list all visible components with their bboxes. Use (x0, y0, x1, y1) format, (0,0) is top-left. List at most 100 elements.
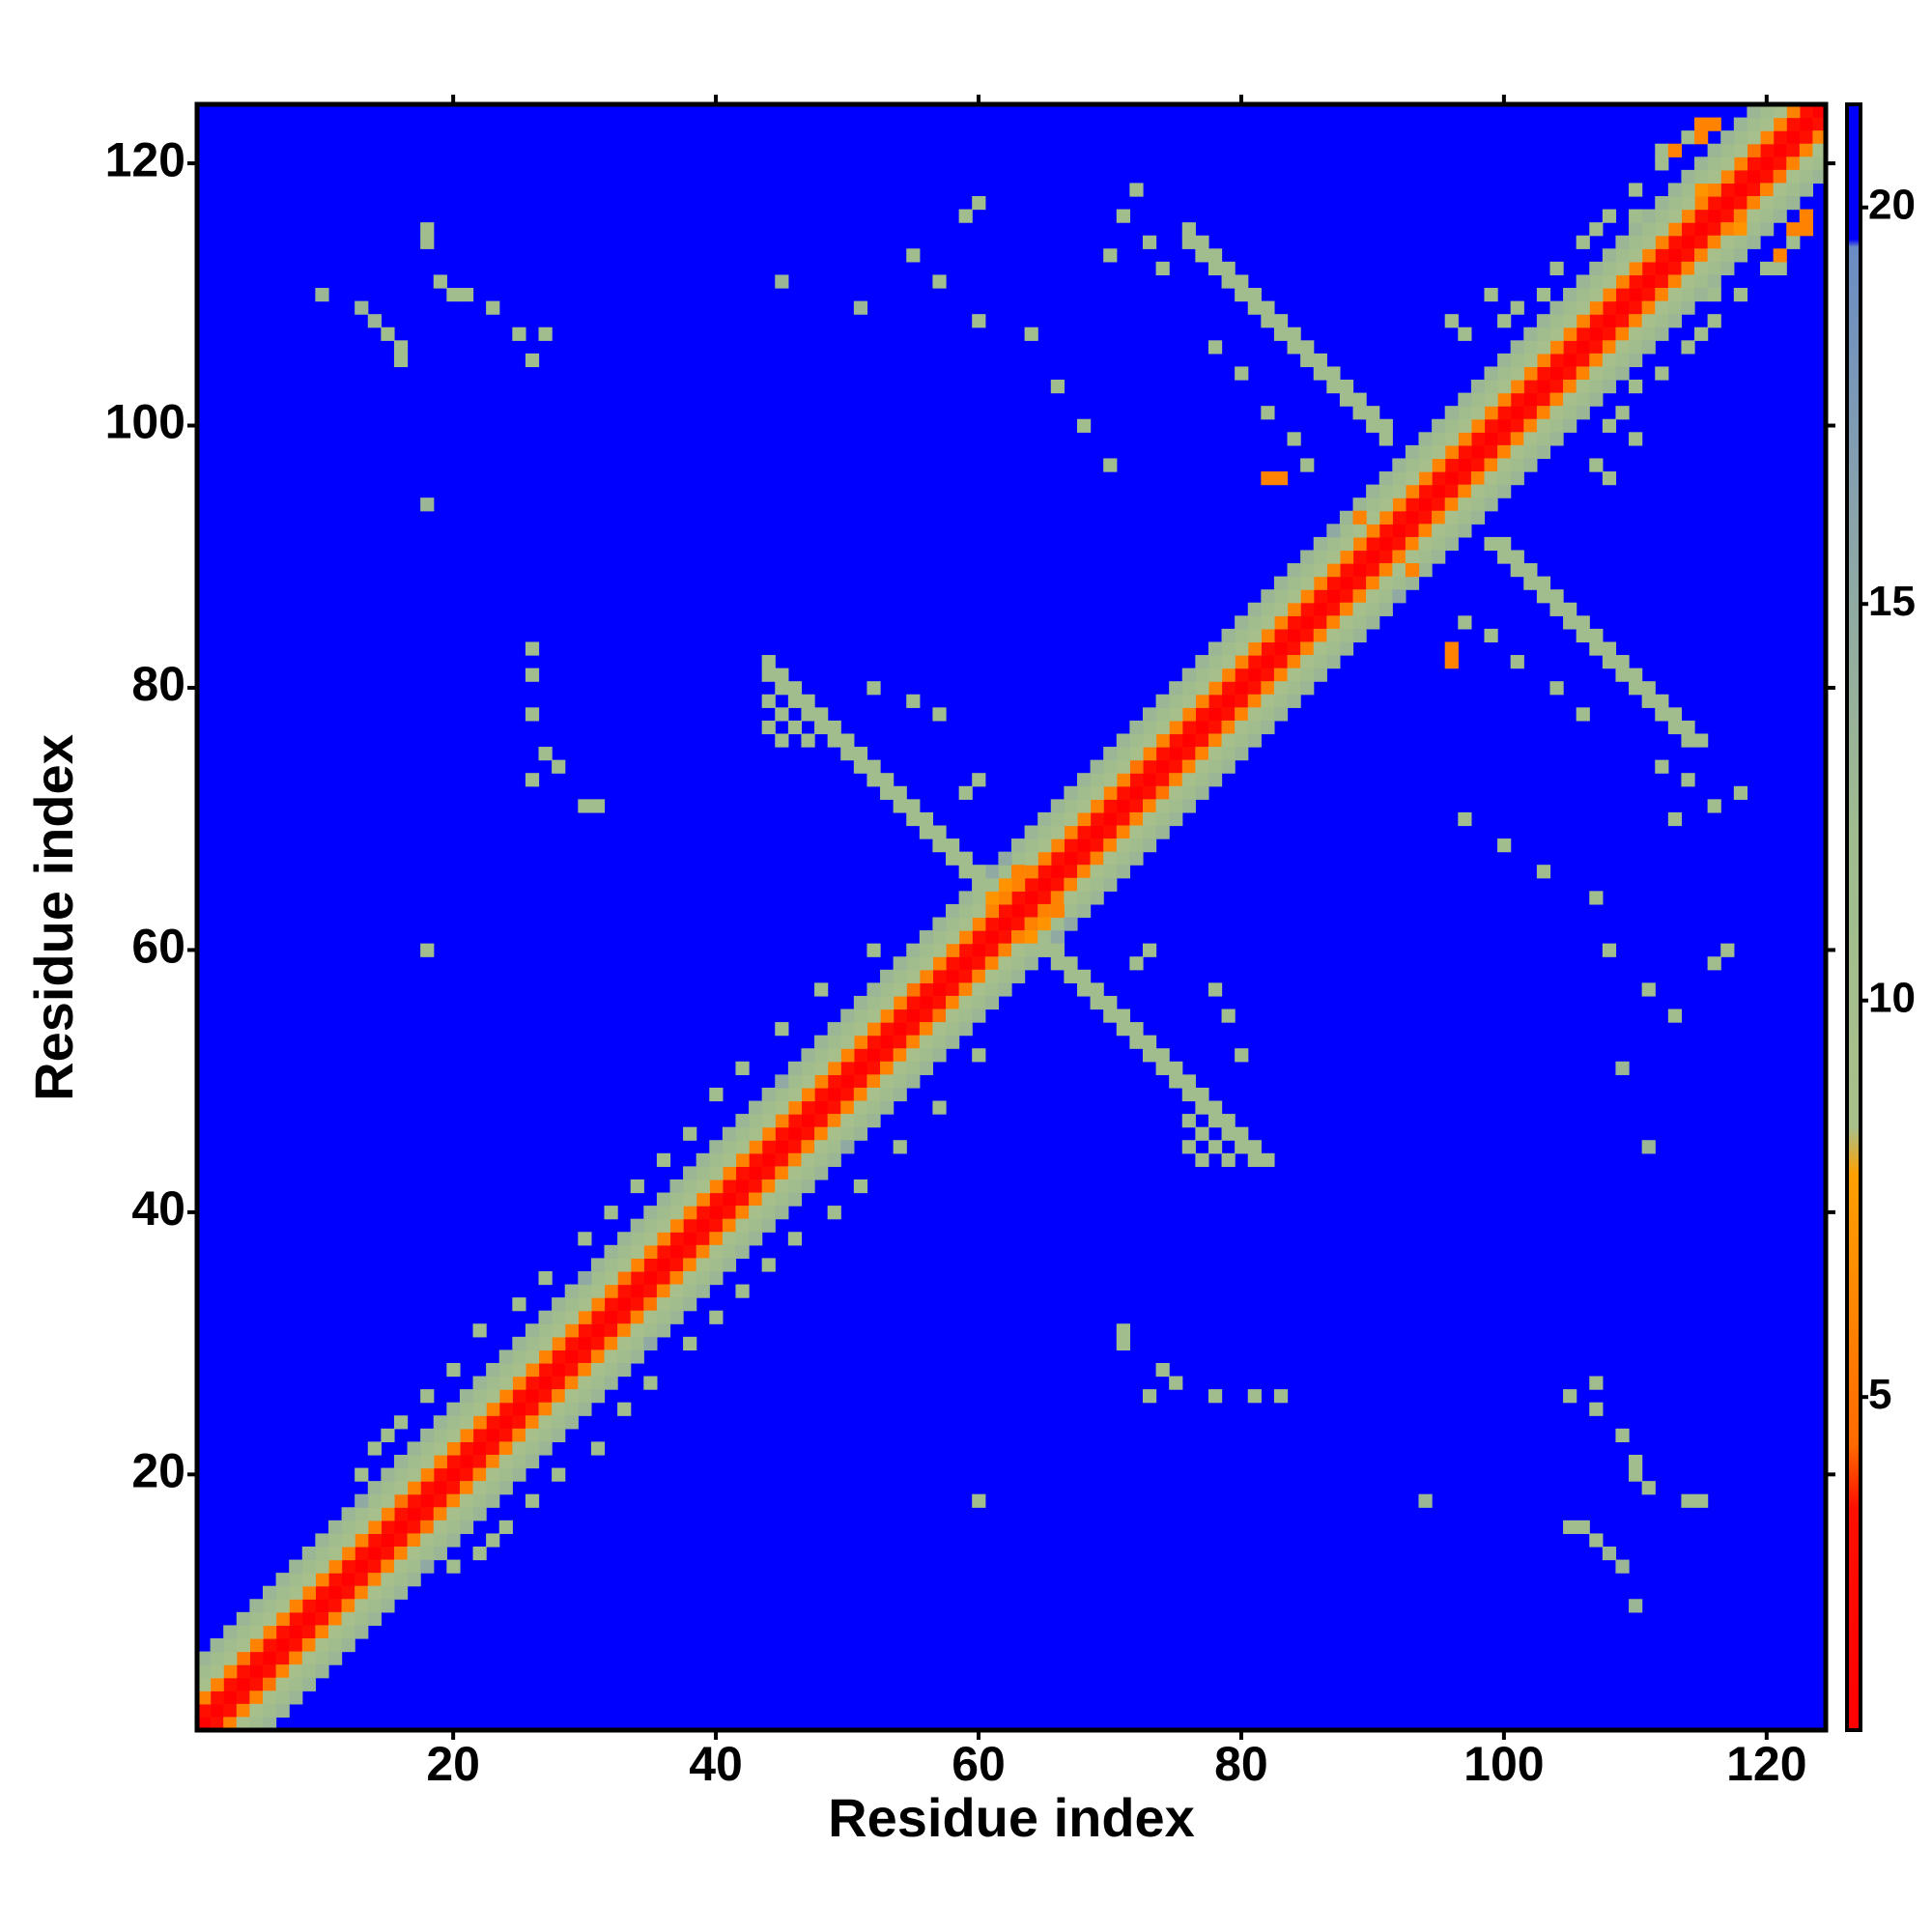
cell (1432, 497, 1446, 512)
cell (1300, 563, 1315, 578)
cell (1418, 497, 1433, 512)
cell (998, 969, 1012, 983)
cell (1247, 720, 1262, 735)
cell (749, 1114, 763, 1128)
cell (1142, 799, 1157, 813)
cell (696, 1192, 710, 1207)
cell (1326, 602, 1341, 616)
cell (446, 1559, 461, 1574)
cell (1510, 458, 1524, 472)
colorbar-tick-label: 5 (1868, 1371, 1891, 1418)
cell (1352, 615, 1367, 630)
cell (853, 759, 868, 774)
cell (367, 1599, 382, 1613)
cell (1773, 183, 1787, 197)
cell (735, 1126, 750, 1141)
cell (1418, 444, 1433, 460)
cell (761, 720, 776, 735)
cell (1497, 353, 1512, 368)
cell (578, 1310, 592, 1324)
cell (853, 995, 868, 1010)
cell (1142, 1048, 1157, 1063)
cell (775, 1179, 789, 1194)
cell (1064, 903, 1078, 919)
cell (381, 1467, 395, 1482)
cell (1221, 707, 1236, 722)
cell (472, 1481, 487, 1495)
cell (446, 1520, 461, 1535)
cell (1484, 418, 1498, 433)
cell (1339, 550, 1354, 564)
cell (1169, 707, 1183, 722)
cell (946, 969, 960, 983)
cell (1602, 641, 1617, 656)
cell (262, 1585, 277, 1600)
cell (578, 1350, 592, 1364)
cell (709, 1258, 724, 1272)
cell (525, 1402, 540, 1416)
cell (1169, 694, 1183, 708)
cell (1786, 104, 1801, 119)
cell (1576, 380, 1590, 394)
cell (315, 1611, 329, 1627)
cell (1352, 406, 1367, 420)
cell (617, 1258, 632, 1272)
cell (552, 1402, 566, 1416)
cell (1392, 589, 1406, 604)
cell (1273, 589, 1289, 604)
cell (669, 1297, 684, 1312)
cell (1142, 759, 1157, 774)
cell (262, 1677, 277, 1691)
cell (1602, 327, 1617, 341)
cell (1129, 733, 1144, 748)
cell (958, 851, 973, 866)
cell (1615, 300, 1630, 315)
x-tick-label: 60 (952, 1737, 1006, 1791)
cell (1497, 366, 1512, 381)
cell (1142, 838, 1157, 853)
cell (814, 707, 829, 722)
cell (525, 1415, 540, 1430)
cell (1733, 169, 1748, 185)
cell (919, 1048, 934, 1063)
cell (683, 1179, 697, 1194)
cell (1707, 143, 1721, 157)
cell (630, 1218, 644, 1233)
cell (893, 1048, 907, 1063)
cell (1773, 196, 1787, 211)
cell (1667, 314, 1683, 328)
cell (1629, 353, 1643, 368)
cell (617, 1270, 632, 1286)
colorbar (1845, 102, 1862, 1732)
cell (538, 1415, 553, 1430)
cell (446, 1362, 461, 1378)
cell (1629, 261, 1643, 276)
cell (1733, 785, 1748, 800)
cell (1536, 340, 1551, 355)
colorbar-tick-label: 10 (1868, 974, 1916, 1021)
cell (1076, 785, 1092, 800)
cell (696, 1284, 710, 1298)
cell (880, 773, 895, 787)
cell (814, 1061, 829, 1075)
cell (1707, 274, 1721, 289)
cell (1444, 471, 1459, 486)
cell (1064, 865, 1078, 879)
cell (1024, 917, 1038, 931)
cell (946, 943, 960, 957)
cell (617, 1310, 632, 1324)
cell (223, 1677, 238, 1691)
cell (486, 1481, 500, 1495)
cell (735, 1192, 750, 1207)
x-tick-label: 80 (1214, 1737, 1268, 1791)
cell (1050, 943, 1065, 957)
cell (341, 1533, 355, 1548)
cell (1050, 380, 1065, 394)
cell (236, 1625, 250, 1639)
cell (1116, 865, 1130, 879)
cell (946, 995, 960, 1010)
cell (656, 1192, 671, 1207)
cell (1195, 694, 1209, 708)
cell (1484, 366, 1498, 381)
cell (1576, 353, 1590, 368)
